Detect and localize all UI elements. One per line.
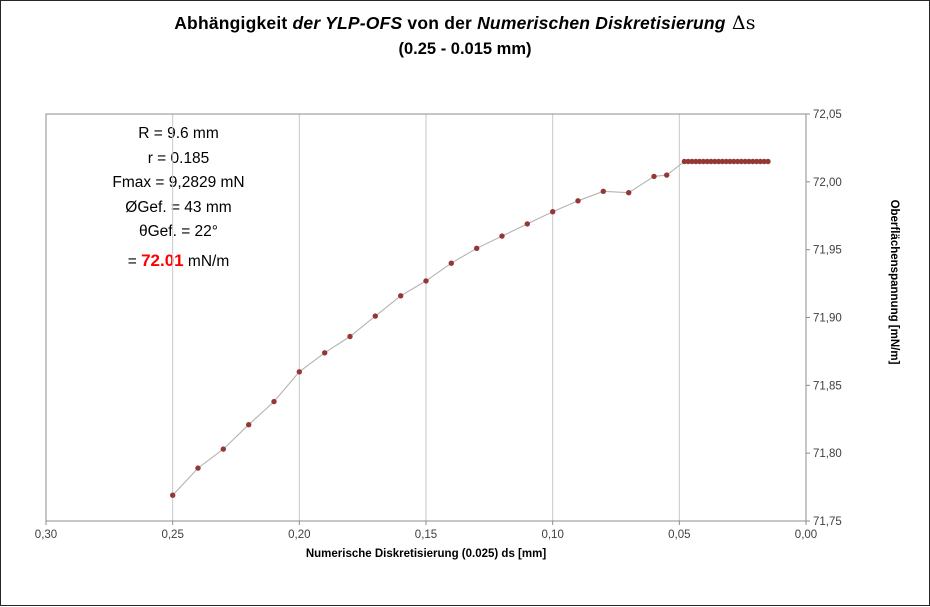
data-point [738,158,745,165]
data-point [746,158,752,165]
chart-title: Abhängigkeit der YLP-OFS von der Numeris… [1,12,929,34]
data-point [664,172,670,178]
y-tick-label: 71,75 [813,516,842,528]
data-point [499,233,505,239]
data-point [708,158,714,165]
data-point [742,158,748,165]
x-tick-label: 0,25 [161,529,183,541]
data-point [651,173,657,180]
annotation-line-gef-diameter: ØGef. = 43 mm [125,198,232,216]
y-axis-title: Oberflächenspannung [mN/m] [888,199,900,365]
data-point [750,158,756,165]
result-suffix: mN/m [183,252,230,270]
chart-subtitle: (0.25 - 0.015 mm) [398,40,532,58]
data-point [220,446,226,452]
x-tick-label: 0,10 [541,529,563,541]
title-segment-italic: Numerischen Diskretisierung [477,13,726,33]
data-point [723,158,729,165]
data-point [524,221,530,227]
data-point [347,333,353,340]
data-point [296,369,302,375]
annotation-line-radius: R = 9.6 mm [138,125,219,142]
data-point [693,158,699,165]
data-point [715,158,722,165]
series-line [172,160,768,496]
data-point [700,158,707,165]
y-tick-label: 72,00 [813,177,842,189]
data-point [685,158,691,165]
data-point [550,209,556,215]
x-axis-title: Numerische Diskretisierung (0.025) ds [m… [305,548,547,560]
result-prefix: = [127,252,142,270]
x-tick-label: 0,20 [288,529,310,541]
title-segment: Abhängigkeit [174,13,293,33]
data-point [626,190,632,196]
data-point [423,278,429,284]
data-point [372,313,378,319]
data-point [753,158,760,165]
x-tick-label: 0,05 [668,529,690,541]
title-segment: von der [402,13,478,33]
title-segment-italic: der YLP-OFS [292,13,403,33]
data-point [765,158,771,165]
data-point [761,158,767,165]
data-point [712,158,718,165]
data-point [727,158,733,165]
annotation-line-r: r = 0.185 [147,149,210,167]
annotation-line-gef-angle: θGef. = 22° [138,223,218,241]
data-point [271,398,277,405]
title-delta-symbol: Δs [725,12,756,34]
data-point [719,158,726,165]
data-point [474,245,480,251]
data-point [170,492,176,498]
data-point [398,293,404,299]
data-point [448,260,454,266]
y-tick-label: 71,90 [813,313,842,325]
y-tick-label: 71,80 [813,448,842,460]
data-point [575,198,581,204]
data-point [757,158,764,165]
data-point [731,158,737,165]
data-point [704,158,710,165]
y-tick-label: 71,95 [813,245,842,257]
y-tick-label: 72,05 [813,109,842,121]
y-tick-label: 71,85 [813,380,842,392]
data-point [322,350,328,356]
x-tick-label: 0,30 [35,529,57,541]
data-point [681,158,688,165]
data-point [696,158,703,165]
annotation-box: R = 9.6 mm r = 0.185 Fmax = 9,2829 mN ØG… [56,122,301,275]
data-point [689,158,695,165]
x-tick-label: 0,00 [795,529,817,541]
x-tick-label: 0,15 [415,529,437,541]
data-point [734,158,741,165]
annotation-line-fmax: Fmax = 9,2829 mN [112,174,245,192]
data-point [600,188,606,194]
data-point [246,422,252,428]
data-point [195,465,201,471]
